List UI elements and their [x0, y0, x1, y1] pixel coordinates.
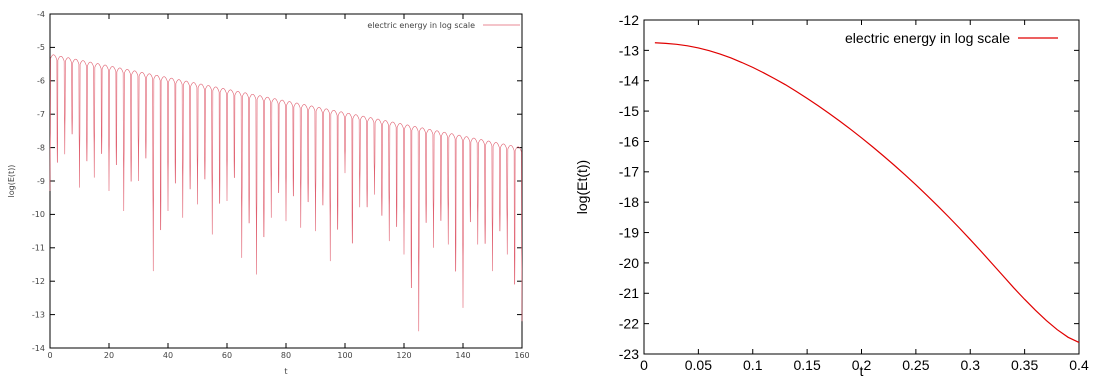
right-chart: -12 -13 -14 -15 -16 -17 -18 -19 -20 -21 -22 -230 0.0…	[574, 12, 1089, 378]
x-tick-label: 160	[514, 351, 529, 360]
series-line	[654, 42, 1080, 344]
y-axis-label: log(Et(t))	[574, 160, 590, 214]
y-tick-label: -5	[37, 43, 45, 52]
x-tick-label: 0.3	[961, 357, 981, 373]
x-axis-label: t	[860, 363, 864, 378]
y-tick-label: -14	[32, 344, 45, 353]
y-tick-label: -18	[619, 194, 639, 210]
x-tick-label: 40	[163, 351, 173, 360]
y-tick-label: -12	[32, 277, 45, 286]
x-tick-label: 140	[455, 351, 470, 360]
y-tick-label: -9	[37, 177, 45, 186]
y-tick-label: -8	[37, 143, 45, 152]
plot-frame	[643, 19, 1080, 355]
y-tick-label: -7	[37, 110, 45, 119]
y-tick-label: -13	[619, 42, 639, 58]
y-axis-label: log(E(t))	[7, 165, 16, 198]
x-tick-label: 0.1	[743, 357, 763, 373]
y-tick-label: -6	[37, 77, 45, 86]
y-tick-label: -14	[619, 73, 639, 89]
y-tick-label: -16	[619, 133, 639, 149]
y-tick-label: -17	[619, 164, 639, 180]
y-tick-label: -21	[619, 285, 639, 301]
x-tick-label: 0.2	[852, 357, 872, 373]
x-tick-label: 100	[337, 351, 352, 360]
x-tick-label: 0	[47, 351, 52, 360]
y-tick-label: -13	[32, 310, 45, 319]
series-line	[49, 54, 523, 332]
legend-label: electric energy in log scale	[367, 21, 475, 30]
y-tick-label: -11	[32, 244, 45, 253]
y-tick-label: -12	[619, 12, 639, 28]
x-tick-label: 0	[640, 357, 648, 373]
x-tick-label: 0.05	[685, 357, 712, 373]
x-tick-label: 20	[104, 351, 114, 360]
legend-label: electric energy in log scale	[845, 30, 1010, 46]
x-tick-label: 0.35	[1011, 357, 1038, 373]
x-tick-label: 0.15	[794, 357, 821, 373]
x-tick-label: 0.25	[902, 357, 929, 373]
y-tick-label: -19	[619, 224, 639, 240]
left-chart: -4 -5 -6 -7 -8 -9 -10 -11 -12 -13 -140 20 40 60 80 100 1…	[7, 10, 530, 376]
y-tick-label: -10	[32, 210, 45, 219]
y-tick-label: -22	[619, 316, 639, 332]
x-tick-label: 80	[281, 351, 291, 360]
y-tick-label: -20	[619, 255, 639, 271]
y-tick-label: -4	[37, 10, 45, 19]
y-tick-label: -15	[619, 103, 639, 119]
x-tick-label: 60	[222, 351, 232, 360]
x-tick-label: 120	[396, 351, 411, 360]
x-tick-label: 0.4	[1069, 357, 1089, 373]
x-axis-label: t	[284, 367, 287, 376]
y-tick-label: -23	[619, 346, 639, 362]
